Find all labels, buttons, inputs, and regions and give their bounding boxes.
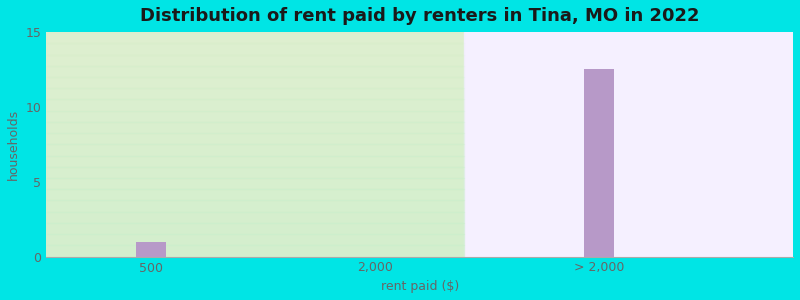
Bar bbox=[46, 32, 465, 256]
Title: Distribution of rent paid by renters in Tina, MO in 2022: Distribution of rent paid by renters in … bbox=[140, 7, 699, 25]
Bar bbox=[46, 245, 465, 256]
X-axis label: rent paid ($): rent paid ($) bbox=[381, 280, 458, 293]
Bar bbox=[465, 32, 793, 256]
Bar bbox=[46, 43, 465, 55]
Bar bbox=[46, 156, 465, 167]
Bar bbox=[46, 77, 465, 88]
Bar bbox=[46, 122, 465, 133]
Bar bbox=[46, 167, 465, 178]
Bar bbox=[46, 55, 465, 66]
Bar bbox=[46, 178, 465, 189]
Bar bbox=[46, 234, 465, 245]
Bar bbox=[46, 111, 465, 122]
Y-axis label: households: households bbox=[7, 109, 20, 180]
Bar bbox=[46, 189, 465, 200]
Bar bbox=[46, 133, 465, 144]
Bar bbox=[46, 212, 465, 223]
Bar bbox=[46, 200, 465, 212]
Bar bbox=[46, 66, 465, 77]
Bar bbox=[46, 32, 465, 43]
Bar bbox=[46, 99, 465, 111]
Bar bbox=[584, 70, 614, 256]
Bar bbox=[46, 144, 465, 156]
Bar bbox=[46, 88, 465, 99]
Bar bbox=[46, 223, 465, 234]
Bar bbox=[136, 242, 166, 256]
